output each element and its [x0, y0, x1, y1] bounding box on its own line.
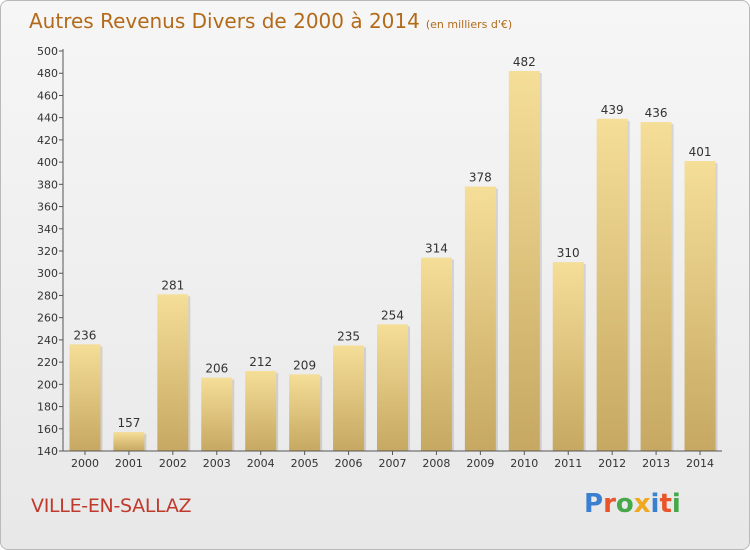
x-tick-label: 2010: [510, 457, 538, 470]
bar-value-label: 439: [601, 103, 624, 117]
commune-name: VILLE-EN-SALLAZ: [31, 495, 192, 517]
bar: [69, 344, 101, 451]
y-tick-label: 260: [37, 312, 58, 325]
bar: [596, 118, 628, 452]
bar: [508, 71, 540, 451]
proxiti-logo: Proxiti: [584, 489, 681, 519]
x-tick-label: 2005: [291, 457, 319, 470]
y-tick-label: 300: [37, 267, 58, 280]
x-tick-label: 2000: [71, 457, 99, 470]
y-tick-label: 420: [37, 134, 58, 147]
x-tick-label: 2004: [247, 457, 275, 470]
y-tick-label: 140: [37, 445, 58, 458]
bar-value-label: 436: [645, 106, 668, 120]
y-tick-label: 240: [37, 334, 58, 347]
bar: [113, 432, 145, 451]
y-tick-label: 360: [37, 201, 58, 214]
bar-value-label: 401: [689, 145, 712, 159]
bar-value-label: 378: [469, 171, 492, 185]
y-tick-label: 280: [37, 289, 58, 302]
y-tick-label: 440: [37, 112, 58, 125]
x-tick-label: 2006: [335, 457, 363, 470]
x-tick-label: 2012: [598, 457, 626, 470]
bar-value-label: 482: [513, 55, 536, 69]
chart-subtitle: (en milliers d'€): [425, 18, 513, 31]
bar-value-label: 235: [337, 329, 360, 343]
bar-value-label: 206: [205, 362, 228, 376]
bar: [333, 345, 365, 451]
logo-letter: i: [671, 489, 681, 519]
bar: [157, 294, 189, 451]
x-tick-label: 2014: [686, 457, 714, 470]
bar-value-label: 314: [425, 242, 448, 256]
bar-value-label: 212: [249, 355, 272, 369]
bar-value-label: 310: [557, 246, 580, 260]
logo-letter: t: [659, 489, 672, 519]
logo-letter: x: [633, 489, 651, 519]
y-tick-label: 340: [37, 223, 58, 236]
x-tick-label: 2013: [642, 457, 670, 470]
bar: [289, 374, 321, 451]
y-tick-label: 500: [37, 45, 58, 58]
y-tick-label: 180: [37, 401, 58, 414]
y-tick-label: 400: [37, 156, 58, 169]
x-tick-label: 2002: [159, 457, 187, 470]
bar-value-label: 254: [381, 308, 404, 322]
bar: [201, 377, 233, 451]
y-tick-label: 200: [37, 378, 58, 391]
x-tick-label: 2001: [115, 457, 143, 470]
y-tick-label: 220: [37, 356, 58, 369]
bar-value-label: 236: [74, 328, 97, 342]
chart-title-block: Autres Revenus Divers de 2000 à 2014 (en …: [29, 9, 512, 33]
bar: [377, 324, 408, 451]
bar-value-label: 209: [293, 358, 316, 372]
y-tick-label: 320: [37, 245, 58, 258]
x-tick-label: 2007: [379, 457, 407, 470]
bar: [464, 186, 496, 452]
logo-letter: r: [603, 489, 616, 519]
bar: [552, 262, 584, 451]
y-tick-label: 460: [37, 89, 58, 102]
bar: [245, 371, 277, 451]
logo-letter: o: [615, 489, 634, 519]
x-tick-label: 2009: [466, 457, 494, 470]
logo-letter: P: [584, 489, 604, 519]
bar: [640, 122, 672, 451]
chart-title: Autres Revenus Divers de 2000 à 2014: [29, 9, 420, 33]
bar-value-label: 157: [117, 416, 140, 430]
y-tick-label: 480: [37, 67, 58, 80]
x-tick-label: 2011: [554, 457, 582, 470]
x-tick-label: 2003: [203, 457, 231, 470]
x-tick-label: 2008: [422, 457, 450, 470]
y-tick-label: 380: [37, 178, 58, 191]
bar-value-label: 281: [161, 278, 184, 292]
bar: [420, 257, 452, 451]
y-tick-label: 160: [37, 423, 58, 436]
logo-letter: i: [650, 489, 660, 519]
bar: [684, 161, 716, 451]
